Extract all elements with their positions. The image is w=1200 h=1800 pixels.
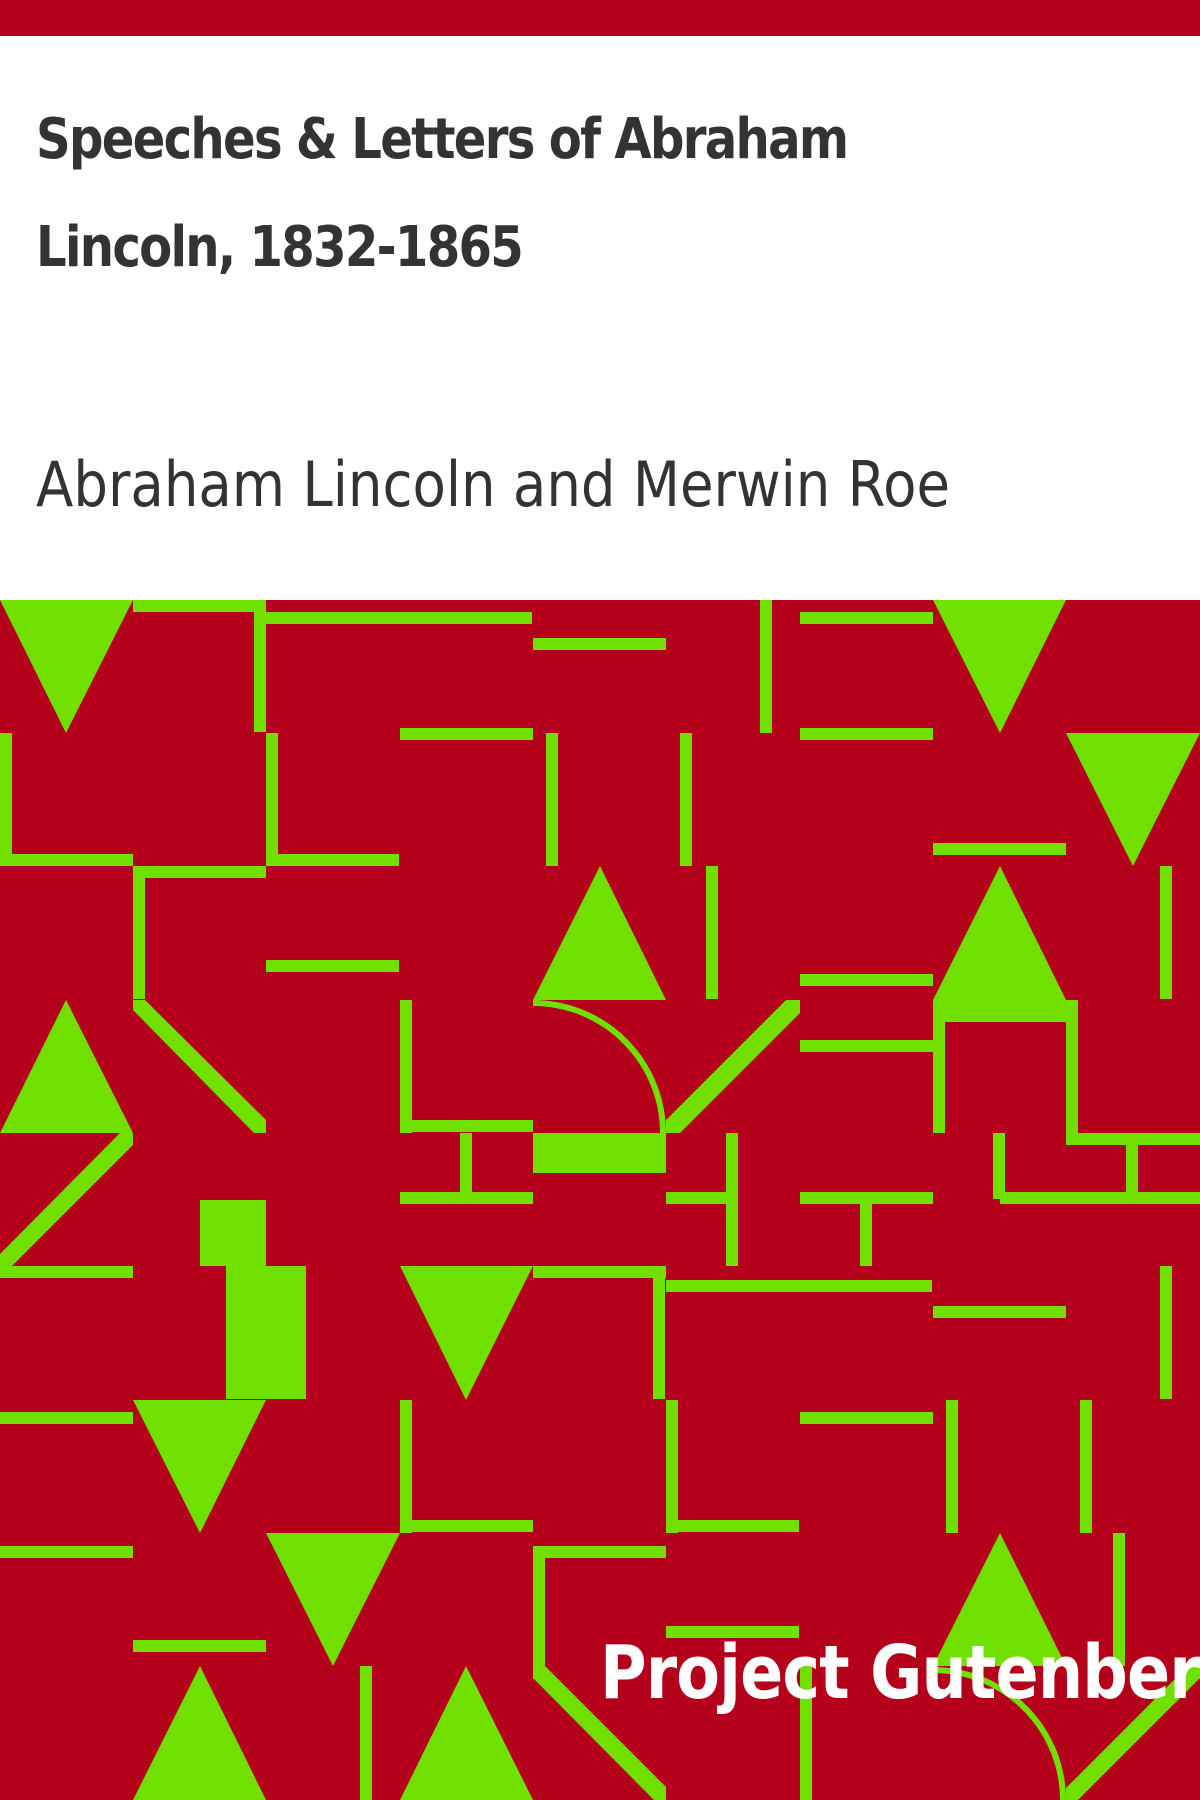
pattern-shapes [0,600,1200,1800]
pattern-arcs [532,1000,1066,1800]
top-color-band [0,0,1200,36]
book-title: Speeches & Letters of Abraham Lincoln, 1… [36,107,849,280]
cover-pattern-image [0,600,1200,1800]
book-author: Abraham Lincoln and Merwin Roe [36,448,951,521]
publisher-name: Project Gutenberg [600,1630,1200,1716]
